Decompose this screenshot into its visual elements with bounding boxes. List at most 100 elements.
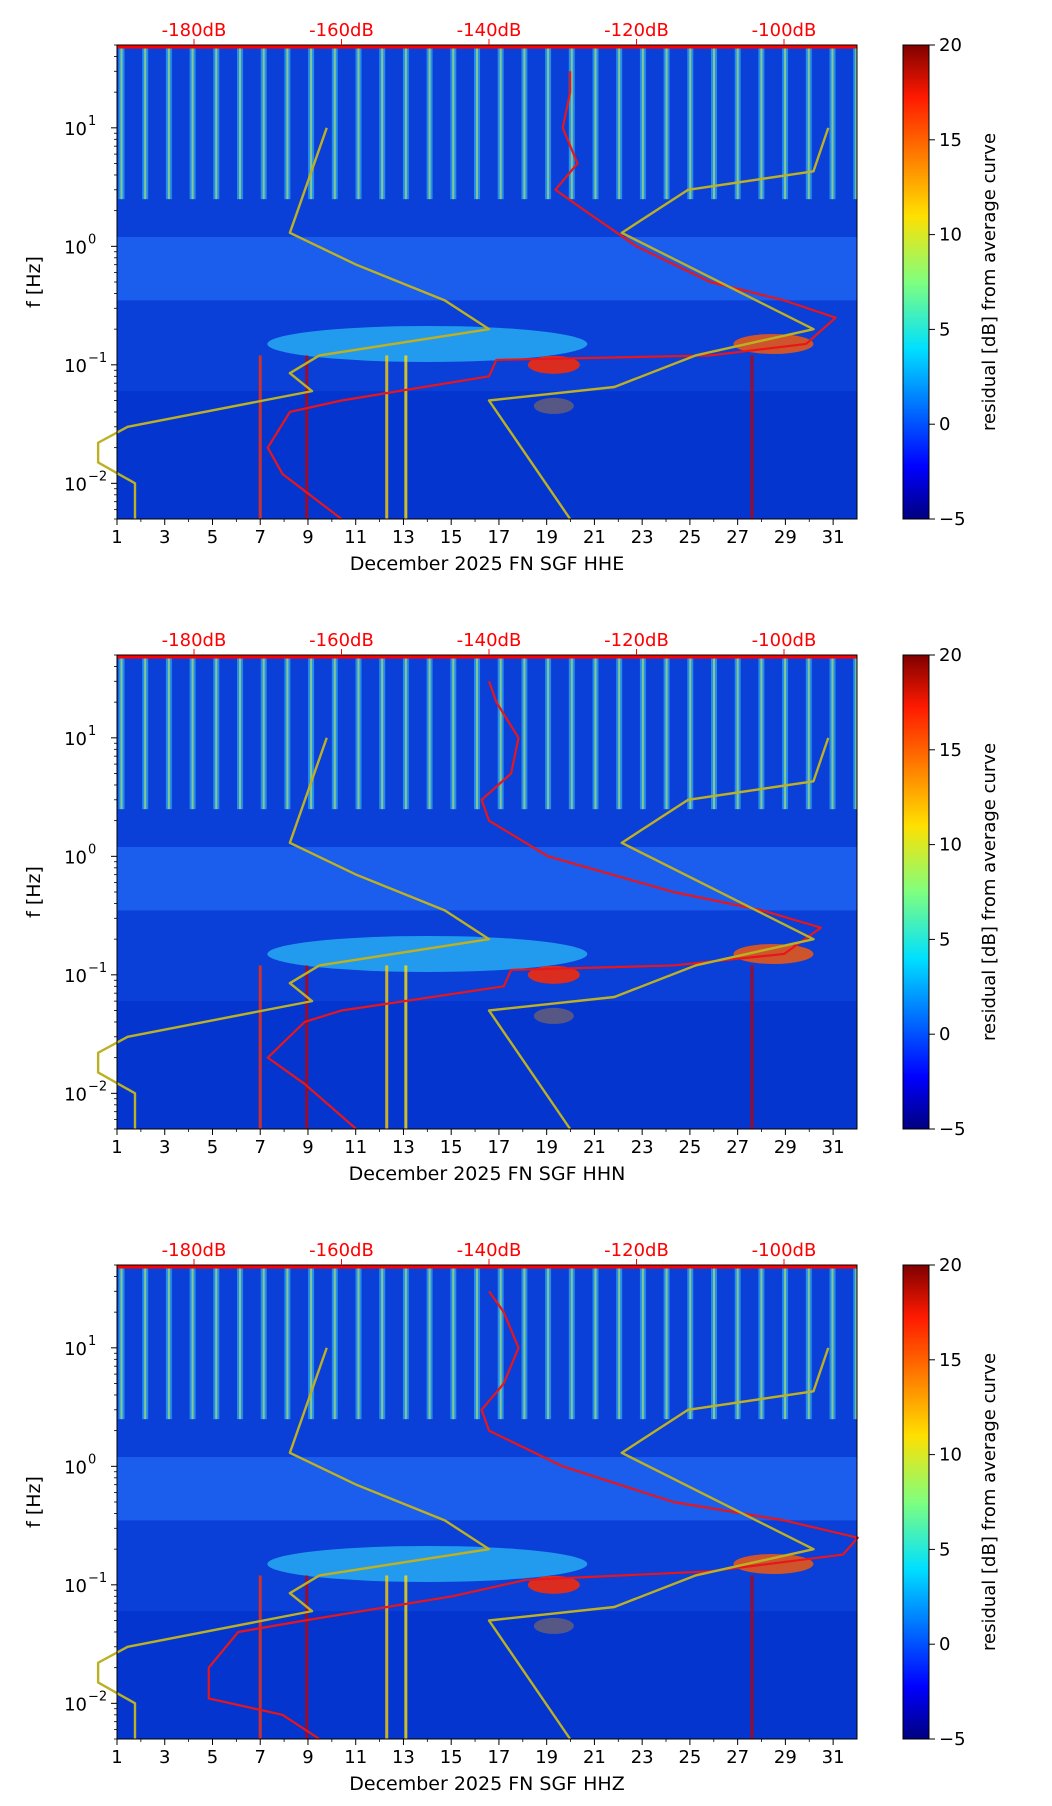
transient-spike — [385, 1575, 389, 1739]
x-tick-label: 3 — [159, 527, 170, 548]
x-tick-label: 25 — [678, 1747, 701, 1768]
colorbar-tick-label: 10 — [939, 835, 962, 856]
colorbar-tick-label: 15 — [939, 1350, 962, 1371]
x-tick-label: 15 — [440, 527, 463, 548]
x-tick-label: 19 — [535, 1747, 558, 1768]
y-axis-label: f [Hz] — [23, 256, 45, 308]
x-tick-label: 23 — [631, 1747, 654, 1768]
x-tick-label: 5 — [207, 527, 218, 548]
x-tick-label: 21 — [583, 527, 606, 548]
y-tick-exponent: 1 — [88, 1334, 96, 1349]
x-tick-label: 13 — [392, 1747, 415, 1768]
x-tick-label: 9 — [302, 1137, 313, 1158]
y-tick-exponent: −2 — [88, 1079, 107, 1094]
x-tick-label: 31 — [822, 1137, 845, 1158]
y-tick-label: 10 — [64, 729, 87, 750]
x-tick-label: 21 — [583, 1747, 606, 1768]
transient-spike — [750, 965, 754, 1129]
colorbar: −5 0 5 10 15 20 residual [dB] from average cur… — [902, 645, 1000, 1140]
x-tick-label: 7 — [254, 527, 265, 548]
x-tick-label: 29 — [774, 1137, 797, 1158]
x-tick-label: 3 — [159, 1137, 170, 1158]
transient-spike — [258, 1575, 262, 1739]
x-tick-label: 1 — [111, 1137, 122, 1158]
x-tick-label: 5 — [207, 1137, 218, 1158]
db-tick-label: -140dB — [457, 20, 522, 41]
db-tick-label: -120dB — [604, 20, 669, 41]
microseism-hotspot — [527, 1575, 580, 1594]
db-tick-label: -100dB — [752, 1240, 817, 1261]
average-psd-curve — [207, 1290, 859, 1740]
heatmap — [117, 655, 857, 1129]
colorbar-tick-label: 0 — [939, 1024, 950, 1045]
x-tick-label: 11 — [344, 527, 367, 548]
x-tick-label: 15 — [440, 1747, 463, 1768]
transient-spike — [258, 355, 262, 519]
x-axis-label: December 2025 FN SGF HHN — [349, 1163, 626, 1185]
microseism-band — [117, 846, 857, 911]
noise-model-curve — [487, 737, 830, 1130]
noise-model-curve — [96, 1347, 491, 1739]
y-tick-exponent: 0 — [88, 232, 96, 247]
lf-band — [117, 391, 857, 519]
y-tick-label: 10 — [64, 1694, 87, 1715]
colorbar-tick-label: 0 — [939, 414, 950, 435]
colorbar-tick-label: −5 — [939, 1729, 966, 1750]
x-tick-label: 23 — [631, 1137, 654, 1158]
colorbar-tick-label: 15 — [939, 740, 962, 761]
x-tick-label: 17 — [487, 1137, 510, 1158]
db-tick-label: -140dB — [457, 630, 522, 651]
colorbar-tick-label: −5 — [939, 509, 966, 530]
microseism-peak — [267, 325, 588, 362]
y-axis-label: f [Hz] — [23, 866, 45, 918]
x-tick-label: 7 — [254, 1747, 265, 1768]
colorbar: −5 0 5 10 15 20 residual [dB] from average cur… — [902, 1255, 1000, 1750]
noise-model-curve — [487, 1347, 830, 1740]
db-tick-label: -160dB — [309, 630, 374, 651]
transient-spike — [750, 1575, 754, 1739]
db-tick-label: -100dB — [752, 20, 817, 41]
y-tick-label: 10 — [64, 1339, 87, 1360]
y-tick-exponent: 1 — [88, 114, 96, 129]
hf-vertical-bands — [117, 1265, 857, 1420]
db-tick-label: -100dB — [752, 630, 817, 651]
colorbar-tick-label: 20 — [939, 1255, 962, 1276]
x-tick-label: 25 — [678, 1137, 701, 1158]
transient-spike — [305, 355, 309, 519]
y-tick-label: 10 — [64, 1084, 87, 1105]
x-tick-label: 17 — [487, 1747, 510, 1768]
x-tick-label: 19 — [535, 527, 558, 548]
db-tick-label: -140dB — [457, 1240, 522, 1261]
colorbar-tick-label: −5 — [939, 1119, 966, 1140]
colorbar-tick-label: 10 — [939, 1445, 962, 1466]
transient-spike — [404, 965, 408, 1129]
x-tick-label: 13 — [392, 1137, 415, 1158]
microseism-peak — [267, 1545, 588, 1582]
x-tick-label: 29 — [774, 1747, 797, 1768]
db-tick-label: -180dB — [162, 1240, 227, 1261]
colorbar-tick-label: 5 — [939, 319, 950, 340]
hf-vertical-bands — [117, 45, 857, 200]
y-tick-label: 10 — [64, 1576, 87, 1597]
y-tick-exponent: −2 — [88, 469, 107, 484]
x-tick-label: 31 — [822, 1747, 845, 1768]
y-tick-exponent: −1 — [88, 1571, 107, 1586]
y-tick-label: 10 — [64, 474, 87, 495]
colorbar-tick-label: 15 — [939, 130, 962, 151]
x-tick-label: 13 — [392, 527, 415, 548]
x-tick-label: 31 — [822, 527, 845, 548]
x-tick-label: 11 — [344, 1137, 367, 1158]
average-psd-curve — [266, 71, 837, 520]
x-tick-label: 29 — [774, 527, 797, 548]
y-tick-label: 10 — [64, 119, 87, 140]
y-tick-exponent: 0 — [88, 842, 96, 857]
x-tick-label: 3 — [159, 1747, 170, 1768]
colorbar-tick-label: 20 — [939, 645, 962, 666]
x-tick-label: 1 — [111, 527, 122, 548]
y-tick-exponent: 1 — [88, 724, 96, 739]
x-axis-label: December 2025 FN SGF HHZ — [349, 1773, 624, 1795]
db-tick-label: -180dB — [162, 20, 227, 41]
db-tick-label: -120dB — [604, 630, 669, 651]
